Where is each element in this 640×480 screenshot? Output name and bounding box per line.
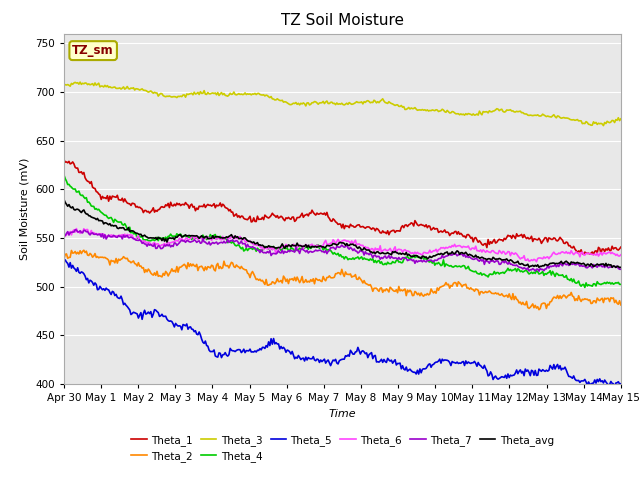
Theta_5 xyxy=(122,302,130,308)
Theta_4 xyxy=(60,172,68,178)
Theta_3 xyxy=(595,120,602,126)
Theta_2 xyxy=(124,255,131,261)
Line: Theta_2: Theta_2 xyxy=(64,250,621,310)
Theta_avg xyxy=(608,264,616,270)
Theta_6 xyxy=(72,226,80,231)
Theta_4 xyxy=(122,223,130,229)
Theta_5 xyxy=(60,256,68,262)
Theta_4 xyxy=(581,285,589,290)
Theta_2 xyxy=(465,285,472,291)
Theta_4 xyxy=(374,258,381,264)
Theta_6 xyxy=(465,243,472,249)
Theta_3 xyxy=(611,120,618,125)
Line: Theta_4: Theta_4 xyxy=(64,175,621,288)
Theta_7 xyxy=(596,263,604,269)
Line: Theta_7: Theta_7 xyxy=(64,230,621,271)
Theta_2 xyxy=(617,302,625,308)
Theta_3 xyxy=(60,82,68,88)
Theta_5 xyxy=(608,381,616,386)
Theta_avg xyxy=(463,251,471,257)
Theta_7 xyxy=(71,227,79,233)
Theta_avg xyxy=(122,227,130,233)
X-axis label: Time: Time xyxy=(328,408,356,419)
Theta_avg xyxy=(153,237,161,242)
Theta_1 xyxy=(589,252,597,257)
Theta_6 xyxy=(124,231,131,237)
Theta_6 xyxy=(611,251,618,257)
Theta_7 xyxy=(617,266,625,272)
Theta_4 xyxy=(595,281,602,287)
Theta_2 xyxy=(611,300,618,305)
Line: Theta_avg: Theta_avg xyxy=(64,200,621,267)
Theta_4 xyxy=(609,281,617,287)
Theta_2 xyxy=(375,288,383,294)
Theta_6 xyxy=(596,251,604,257)
Theta_avg xyxy=(617,264,625,270)
Theta_6 xyxy=(617,252,625,258)
Theta_3 xyxy=(375,100,383,106)
Theta_2 xyxy=(154,274,162,279)
Theta_3 xyxy=(600,123,607,129)
Line: Theta_3: Theta_3 xyxy=(64,82,621,126)
Line: Theta_6: Theta_6 xyxy=(64,228,621,262)
Theta_7 xyxy=(124,233,131,239)
Theta_1 xyxy=(374,226,381,232)
Theta_avg xyxy=(616,264,623,270)
Theta_5 xyxy=(374,359,381,365)
Theta_1 xyxy=(595,244,602,250)
Theta_2 xyxy=(596,298,604,303)
Theta_avg xyxy=(374,249,381,254)
Theta_2 xyxy=(80,247,88,253)
Theta_6 xyxy=(154,241,162,247)
Line: Theta_1: Theta_1 xyxy=(64,160,621,254)
Line: Theta_5: Theta_5 xyxy=(64,259,621,387)
Theta_1 xyxy=(617,244,625,250)
Theta_avg xyxy=(593,261,601,267)
Theta_1 xyxy=(60,157,68,163)
Theta_1 xyxy=(122,198,130,204)
Theta_7 xyxy=(375,253,383,259)
Theta_6 xyxy=(532,259,540,264)
Theta_1 xyxy=(609,246,617,252)
Theta_3 xyxy=(76,79,84,85)
Theta_7 xyxy=(154,243,162,249)
Theta_6 xyxy=(375,248,383,253)
Theta_3 xyxy=(465,111,472,117)
Theta_4 xyxy=(617,281,625,287)
Text: TZ_sm: TZ_sm xyxy=(72,44,114,57)
Theta_3 xyxy=(154,93,162,99)
Theta_5 xyxy=(611,384,618,390)
Legend: Theta_1, Theta_2, Theta_3, Theta_4, Theta_5, Theta_6, Theta_7, Theta_avg: Theta_1, Theta_2, Theta_3, Theta_4, Thet… xyxy=(131,435,554,462)
Theta_5 xyxy=(617,381,625,386)
Theta_2 xyxy=(60,256,68,262)
Theta_7 xyxy=(535,268,543,274)
Theta_avg xyxy=(60,197,68,203)
Theta_5 xyxy=(153,309,161,314)
Theta_4 xyxy=(153,235,161,240)
Title: TZ Soil Moisture: TZ Soil Moisture xyxy=(281,13,404,28)
Theta_3 xyxy=(617,116,625,122)
Theta_1 xyxy=(153,208,161,214)
Theta_5 xyxy=(463,360,471,366)
Theta_7 xyxy=(60,233,68,239)
Theta_3 xyxy=(124,84,131,89)
Theta_1 xyxy=(463,232,471,238)
Theta_7 xyxy=(611,264,618,269)
Theta_6 xyxy=(60,233,68,239)
Y-axis label: Soil Moisture (mV): Soil Moisture (mV) xyxy=(20,157,29,260)
Theta_5 xyxy=(593,376,601,382)
Theta_7 xyxy=(465,254,472,260)
Theta_2 xyxy=(535,307,543,312)
Theta_4 xyxy=(463,265,471,271)
